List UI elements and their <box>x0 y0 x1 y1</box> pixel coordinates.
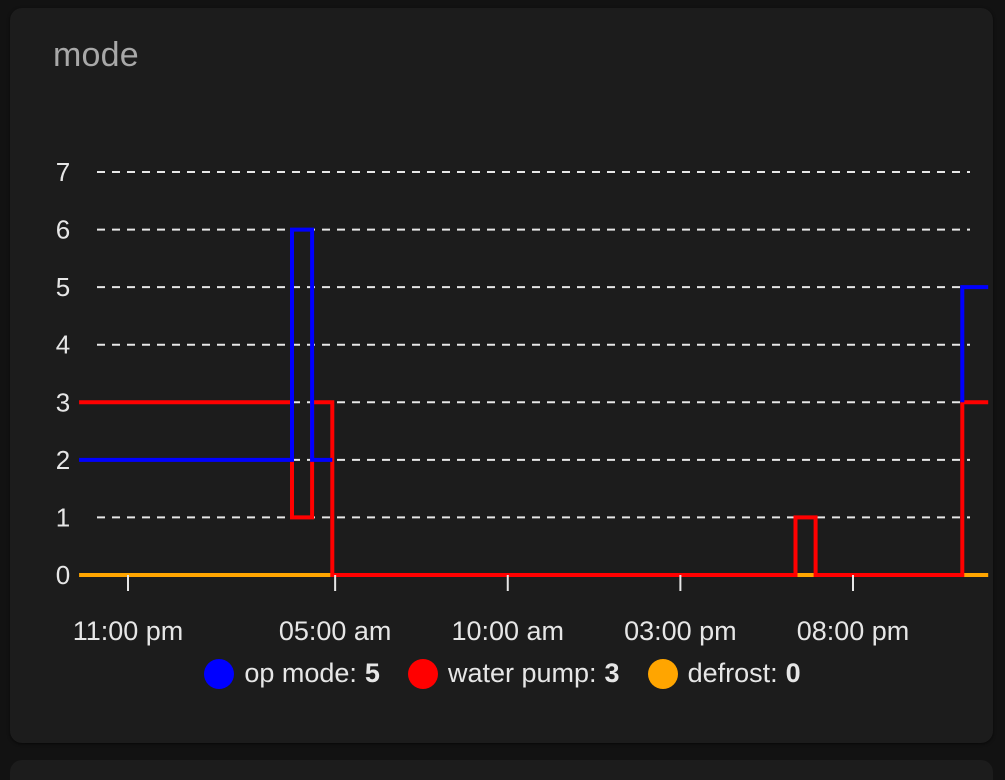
op-mode-dot-icon <box>204 658 235 689</box>
legend-value: 0 <box>785 658 801 688</box>
legend-label: defrost <box>687 658 771 688</box>
grid-lines <box>97 171 970 519</box>
legend-value: 3 <box>604 658 620 688</box>
legend-label: water pump <box>447 658 590 688</box>
x-tick-label: 08:00 pm <box>797 616 910 646</box>
series-line-op-mode-tail <box>960 285 989 403</box>
y-tick-label: 3 <box>56 387 70 417</box>
series-line-water-pump <box>79 400 989 577</box>
card-title: mode <box>53 36 139 74</box>
series-line-op-mode <box>79 227 333 462</box>
mode-history-chart: 0 1 2 3 4 5 6 7 11:00 pm 05:00 am 10:00 am 03:00 p… <box>56 157 989 646</box>
y-tick-label: 2 <box>56 445 70 475</box>
defrost-dot-icon <box>647 658 678 689</box>
legend-item-op-mode[interactable]: op mode: 5 <box>204 658 380 689</box>
y-tick-label: 0 <box>56 560 70 590</box>
series-layer <box>79 227 989 577</box>
y-tick-label: 4 <box>56 330 70 360</box>
x-tick-label: 11:00 pm <box>73 616 184 646</box>
mode-card: mode <box>10 8 993 743</box>
legend-value: 5 <box>364 658 380 688</box>
legend-label: op mode <box>244 658 350 688</box>
water-pump-dot-icon <box>407 658 438 689</box>
y-tick-label: 6 <box>56 215 70 245</box>
x-tick-label: 10:00 am <box>451 616 564 646</box>
legend-item-defrost[interactable]: defrost: 0 <box>647 658 801 689</box>
x-axis: 11:00 pm 05:00 am 10:00 am 03:00 pm 08:00 pm <box>73 575 910 646</box>
x-tick-label: 05:00 am <box>279 616 392 646</box>
legend: op mode: 5 water pump: 3 defrost: 0 <box>0 658 1005 689</box>
x-tick-label: 03:00 pm <box>624 616 737 646</box>
y-tick-label: 1 <box>56 502 70 532</box>
y-axis-ticks: 0 1 2 3 4 5 6 7 <box>56 157 70 590</box>
y-tick-label: 5 <box>56 272 70 302</box>
next-card-edge <box>10 760 993 780</box>
y-tick-label: 7 <box>56 157 70 187</box>
legend-item-water-pump[interactable]: water pump: 3 <box>407 658 620 689</box>
